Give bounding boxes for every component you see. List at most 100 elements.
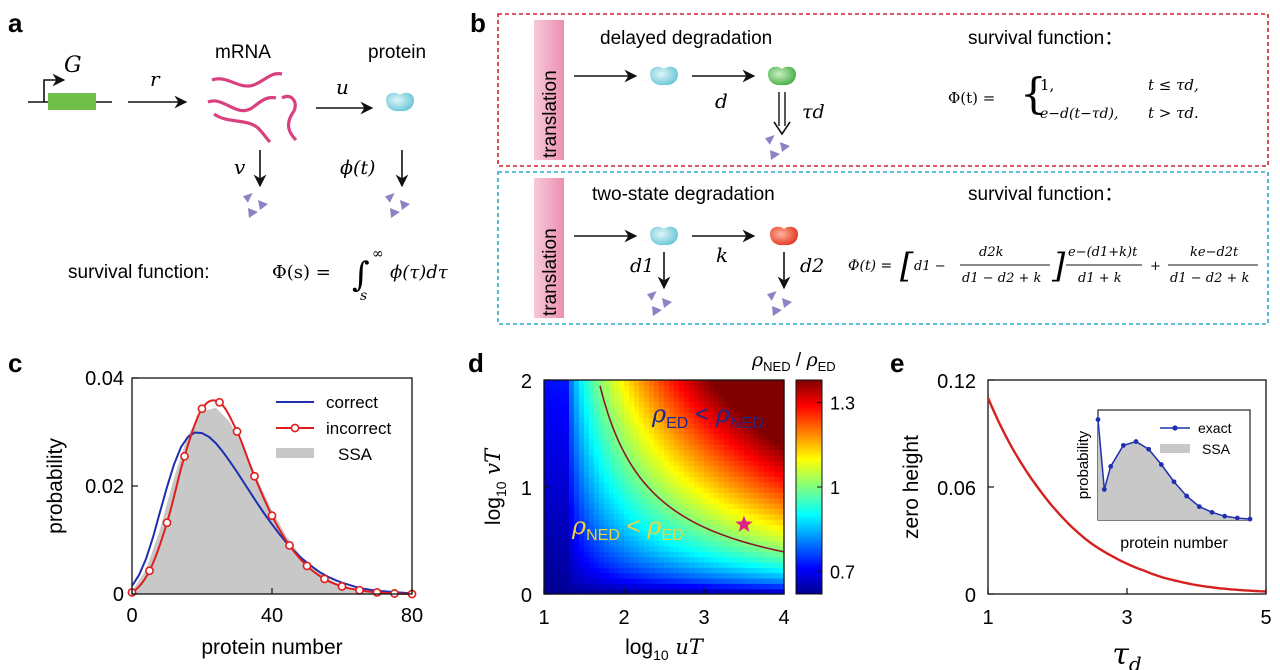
frac2-denominator: d1 + k xyxy=(1078,271,1122,286)
heatmap-cell xyxy=(699,513,705,520)
x-tick-label: 80 xyxy=(401,605,423,627)
heatmap-cell xyxy=(774,535,780,542)
heatmap-cell xyxy=(619,460,625,467)
heatmap-cell xyxy=(594,556,600,563)
heatmap-cell xyxy=(734,460,740,467)
heatmap-cell xyxy=(734,513,740,520)
heatmap-cell xyxy=(709,572,715,579)
heatmap-cell xyxy=(554,529,560,536)
heatmap-cell xyxy=(574,588,580,595)
heatmap-cell xyxy=(749,492,755,499)
heatmap-cell xyxy=(754,497,760,504)
heatmap-cell xyxy=(634,508,640,515)
heatmap-cell xyxy=(634,390,640,397)
heatmap-cell xyxy=(754,476,760,483)
heatmap-cell xyxy=(654,481,660,488)
heatmap-cell xyxy=(694,396,700,402)
heatmap-cell xyxy=(584,503,590,509)
heatmap-cell xyxy=(629,428,635,435)
heatmap-cell xyxy=(734,465,740,472)
heatmap-cell xyxy=(614,428,620,435)
heatmap-cell xyxy=(689,492,695,499)
heatmap-cell xyxy=(769,438,775,445)
heatmap-cell xyxy=(609,524,615,531)
heatmap-cell xyxy=(759,577,765,584)
heatmap-cell xyxy=(744,492,750,499)
heatmap-cell xyxy=(689,470,695,477)
heatmap-cell xyxy=(559,567,565,574)
heatmap-cell xyxy=(554,487,560,493)
heatmap-cell xyxy=(559,401,565,408)
heatmap-cell xyxy=(549,561,555,568)
heatmap-cell xyxy=(769,577,775,584)
delayed-case1-value: 1, xyxy=(1040,76,1054,94)
heatmap-cell xyxy=(744,390,750,397)
heatmap-cell xyxy=(644,454,650,461)
heatmap-cell xyxy=(684,438,690,445)
heatmap-cell xyxy=(579,561,585,568)
heatmap-cell xyxy=(649,513,655,520)
heatmap-cell xyxy=(669,492,675,499)
y-tick-label: 1 xyxy=(521,478,532,500)
heatmap-cell xyxy=(624,577,630,584)
heatmap-cell xyxy=(694,529,700,536)
heatmap-cell xyxy=(739,492,745,499)
heatmap-cell xyxy=(604,454,610,461)
heatmap-cell xyxy=(714,503,720,509)
heatmap-cell xyxy=(704,460,710,467)
heatmap-cell xyxy=(579,438,585,445)
heatmap-cell xyxy=(569,529,575,536)
heatmap-cell xyxy=(659,428,665,435)
heatmap-cell xyxy=(624,449,630,456)
heatmap-cell xyxy=(614,519,620,526)
heatmap-cell xyxy=(619,535,625,542)
legend-incorrect-marker xyxy=(290,423,300,433)
heatmap-cell xyxy=(619,380,625,386)
heatmap-cell xyxy=(664,567,670,574)
heatmap-cell xyxy=(654,487,660,493)
heatmap-cell xyxy=(669,470,675,477)
heatmap-cell xyxy=(734,556,740,563)
heatmap-cell xyxy=(769,524,775,531)
heatmap-cell xyxy=(599,497,605,504)
heatmap-cell xyxy=(714,406,720,413)
heatmap-cell xyxy=(579,519,585,526)
heatmap-cell xyxy=(549,444,555,451)
heatmap-cell xyxy=(709,540,715,547)
heatmap-cell xyxy=(749,577,755,584)
heatmap-cell xyxy=(754,572,760,579)
heatmap-cell xyxy=(584,583,590,590)
heatmap-cell xyxy=(679,577,685,584)
heatmap-cell xyxy=(749,545,755,552)
heatmap-cell xyxy=(699,433,705,440)
heatmap-cell xyxy=(559,503,565,509)
panel-label-a: a xyxy=(8,8,23,38)
heatmap-cell xyxy=(544,449,550,456)
heatmap-cell xyxy=(709,406,715,413)
heatmap-cell xyxy=(729,508,735,515)
heatmap-cell xyxy=(694,470,700,477)
heatmap-cell xyxy=(559,487,565,493)
heatmap-cell xyxy=(574,470,580,477)
y-tick-label: 0.06 xyxy=(937,478,976,500)
heatmap-cell xyxy=(659,460,665,467)
heatmap-cell xyxy=(564,529,570,536)
heatmap-cell xyxy=(544,487,550,493)
heatmap-cell xyxy=(759,470,765,477)
heatmap-cell xyxy=(604,438,610,445)
heatmap-cell xyxy=(779,460,785,467)
heatmap-cell xyxy=(754,481,760,488)
translation-label-bottom: translation xyxy=(540,228,561,316)
heatmap-cell xyxy=(669,487,675,493)
heatmap-cell xyxy=(584,577,590,584)
heatmap-cell xyxy=(624,438,630,445)
heatmap-cell xyxy=(614,567,620,574)
heatmap-cell xyxy=(664,540,670,547)
heatmap-cell xyxy=(679,540,685,547)
heatmap-cell xyxy=(764,529,770,536)
heatmap-cell xyxy=(649,561,655,568)
inset-exact-marker xyxy=(1101,486,1107,492)
heatmap-cell xyxy=(699,465,705,472)
heatmap-cell xyxy=(679,380,685,386)
heatmap-cell xyxy=(609,481,615,488)
